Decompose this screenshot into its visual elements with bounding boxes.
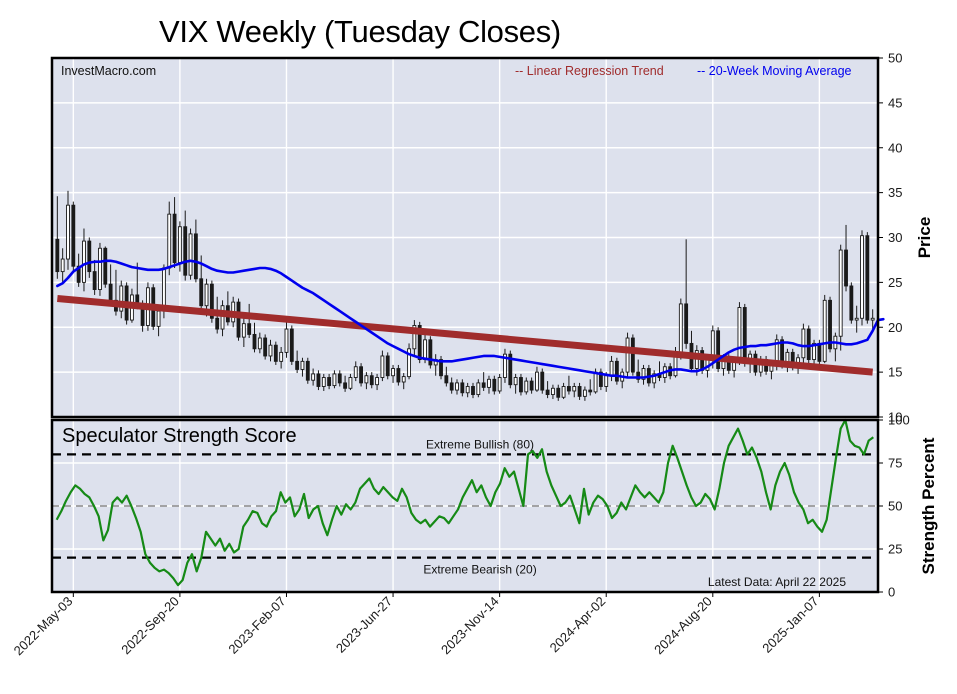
xtick-label: 2022-May-03 bbox=[11, 594, 76, 659]
price-ytick: 20 bbox=[888, 320, 902, 335]
price-ytick: 25 bbox=[888, 275, 902, 290]
price-panel: InvestMacro.com -- Linear Regression Tren… bbox=[50, 56, 885, 419]
extreme-bearish-label: Extreme Bearish (20) bbox=[423, 563, 536, 577]
page-title: VIX Weekly (Tuesday Closes) bbox=[159, 14, 561, 49]
price-ytick: 10 bbox=[888, 410, 902, 425]
xtick-label: 2023-Jun-27 bbox=[333, 594, 395, 656]
strength-ytick: 50 bbox=[888, 499, 902, 514]
xtick-label: 2023-Nov-14 bbox=[438, 594, 502, 658]
price-ytick: 35 bbox=[888, 185, 902, 200]
strength-ytick: 100 bbox=[888, 413, 910, 428]
xtick-label: 2025-Jan-07 bbox=[759, 594, 821, 656]
price-ytick: 45 bbox=[888, 95, 902, 110]
strength-panel-heading: Speculator Strength Score bbox=[62, 425, 297, 447]
extreme-bullish-label: Extreme Bullish (80) bbox=[426, 437, 534, 451]
xtick-label: 2024-Aug-20 bbox=[651, 594, 715, 658]
latest-data-label: Latest Data: April 22 2025 bbox=[708, 575, 846, 589]
price-axis-title: Price bbox=[915, 217, 934, 259]
price-ytick: 30 bbox=[888, 230, 902, 245]
strength-ytick: 25 bbox=[888, 542, 902, 557]
strength-ytick: 0 bbox=[888, 585, 895, 600]
price-ytick: 15 bbox=[888, 365, 902, 380]
watermark: InvestMacro.com bbox=[61, 64, 156, 78]
price-ytick: 50 bbox=[888, 51, 902, 66]
xtick-label: 2024-Apr-02 bbox=[547, 594, 609, 656]
strength-panel: Speculator Strength Score Extreme Bullish… bbox=[50, 418, 880, 594]
xtick-label: 2022-Sep-20 bbox=[118, 594, 182, 658]
legend-linear-regression: -- Linear Regression Trend bbox=[515, 64, 664, 78]
legend-moving-average: -- 20-Week Moving Average bbox=[697, 64, 852, 78]
strength-ytick: 75 bbox=[888, 456, 902, 471]
price-ytick: 40 bbox=[888, 140, 902, 155]
xtick-label: 2023-Feb-07 bbox=[225, 594, 288, 657]
strength-axis-title: Strength Percent bbox=[919, 437, 938, 574]
